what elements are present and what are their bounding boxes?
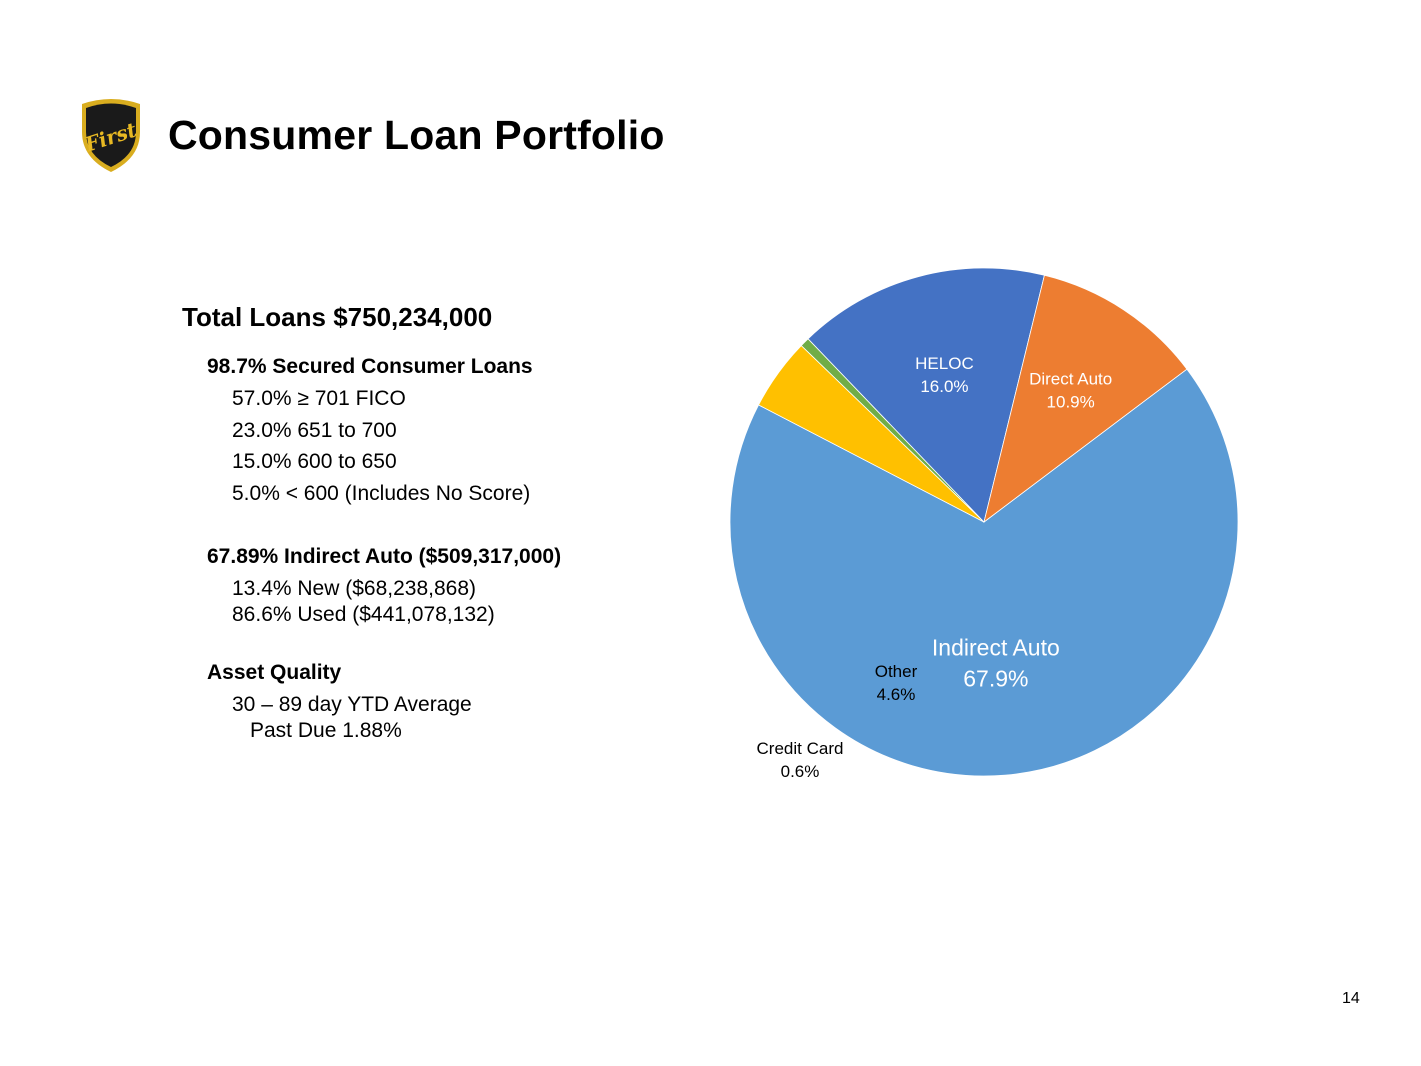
pie-label-indirect-auto: Indirect Auto 67.9% [932, 635, 1060, 692]
pie-label-value: 67.9% [963, 666, 1028, 692]
pie-slice-heloc [807, 267, 1045, 523]
pie-label-value: 0.6% [781, 762, 820, 781]
total-loans: Total Loans $750,234,000 [182, 302, 493, 332]
fico-line: 23.0% 651 to 700 [232, 419, 397, 442]
pie-label-name: Other [875, 662, 918, 681]
pie-label-value: 4.6% [877, 685, 916, 704]
pie-label-value: 10.9% [1047, 392, 1095, 411]
pie-label-heloc: HELOC 16.0% [915, 354, 974, 396]
first-shield-logo: First [81, 99, 140, 172]
pie-label-name: Direct Auto [1029, 370, 1112, 389]
fico-line: 57.0% ≥ 701 FICO [232, 387, 406, 410]
asset-quality-heading: Asset Quality [207, 661, 342, 684]
fico-line: 5.0% < 600 (Includes No Score) [232, 482, 531, 505]
pie-label-credit-card: Credit Card 0.6% [757, 739, 844, 781]
page-title: Consumer Loan Portfolio [168, 112, 665, 158]
page-number: 14 [1342, 990, 1360, 1007]
asset-quality-line: 30 – 89 day YTD Average [232, 693, 472, 716]
pie-label-name: HELOC [915, 354, 974, 373]
fico-line: 15.0% 600 to 650 [232, 450, 397, 473]
pie-label-other: Other 4.6% [875, 662, 918, 704]
pie-label-name: Indirect Auto [932, 635, 1060, 661]
pie-label-value: 16.0% [920, 377, 968, 396]
loan-mix-pie-chart: Indirect Auto 67.9% Other 4.6% Credit Card 0.… [729, 267, 1239, 781]
secured-loans-heading: 98.7% Secured Consumer Loans [207, 355, 533, 378]
pie-label-name: Credit Card [757, 739, 844, 758]
pie-slice-direct-auto [983, 274, 1188, 523]
pie-label-direct-auto: Direct Auto 10.9% [1029, 370, 1112, 412]
asset-quality-line: Past Due 1.88% [250, 719, 402, 742]
indirect-auto-line: 86.6% Used ($441,078,132) [232, 603, 495, 626]
pie-slice-indirect-auto [729, 368, 1239, 777]
indirect-auto-line: 13.4% New ($68,238,868) [232, 577, 476, 600]
indirect-auto-heading: 67.89% Indirect Auto ($509,317,000) [207, 545, 562, 568]
